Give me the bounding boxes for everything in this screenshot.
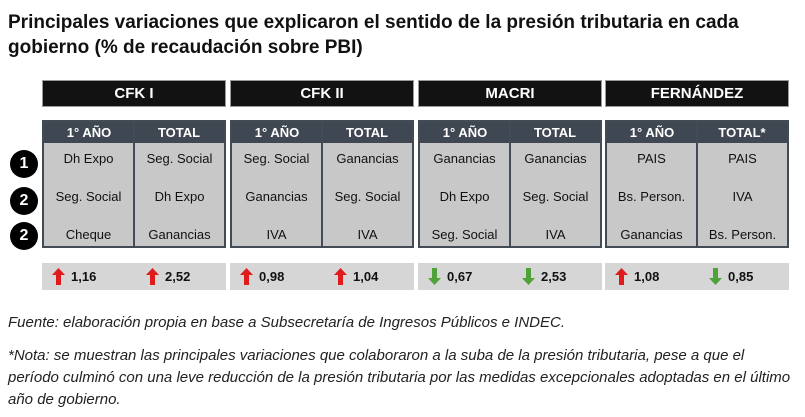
government-header: FERNÁNDEZ [605,80,789,107]
government-header: MACRI [418,80,602,107]
page-title: Principales variaciones que explicaron e… [8,12,739,58]
change-value: 1,16 [52,263,96,290]
tax-table: 1° AÑO TOTAL* PAIS Bs. Person. Ganancias PAIS… [605,120,789,248]
change-label: 2,52 [165,269,191,284]
table-cell: Dh Expo [439,188,490,204]
arrow-up-icon [146,268,159,285]
table-cell: Ganancias [148,226,211,242]
change-row: 0,98 1,04 [230,263,414,290]
table-cell: Dh Expo [63,150,114,166]
arrow-up-icon [615,268,628,285]
column-header: TOTAL [134,122,224,143]
table-cell: IVA [266,226,287,242]
table-cell: Dh Expo [154,188,205,204]
change-row: 0,67 2,53 [418,263,602,290]
change-label: 0,85 [728,269,754,284]
arrow-down-icon [709,268,722,285]
change-value: 2,52 [146,263,190,290]
rank-badge: 1 [10,150,38,178]
rank-badge: 2 [10,187,38,215]
table-cell: Seg. Social [243,150,310,166]
tax-table: 1° AÑO TOTAL Ganancias Dh Expo Seg. Social Ga… [418,120,602,248]
arrow-down-icon [522,268,535,285]
column-divider [321,122,323,246]
table-cell: Ganancias [524,150,587,166]
change-value: 1,04 [334,263,378,290]
column-divider [696,122,698,246]
table-cell: Seg. Social [431,226,498,242]
change-label: 0,98 [259,269,285,284]
column-header: TOTAL* [697,122,787,143]
change-label: 1,04 [353,269,379,284]
table-cell: Ganancias [245,188,308,204]
table-cell: IVA [357,226,378,242]
change-row: 1,16 2,52 [42,263,226,290]
table-cell: Bs. Person. [708,226,777,242]
change-label: 1,08 [634,269,660,284]
table-cell: Ganancias [620,226,683,242]
table-cell: PAIS [637,150,666,166]
government-header: CFK I [42,80,226,107]
change-value: 0,98 [240,263,284,290]
source-note: Fuente: elaboración propia en base a Sub… [8,314,565,331]
table-cell: Seg. Social [522,188,589,204]
change-label: 1,16 [71,269,97,284]
table-cell: Ganancias [433,150,496,166]
table-cell: Seg. Social [55,188,122,204]
table-cell: Seg. Social [146,150,213,166]
rank-badge: 2 [10,222,38,250]
footnote: *Nota: se muestran las principales varia… [8,347,791,408]
column-header: 1° AÑO [607,122,697,143]
table-cell: Cheque [65,226,112,242]
arrow-up-icon [240,268,253,285]
column-header: 1° AÑO [232,122,322,143]
column-divider [133,122,135,246]
change-label: 2,53 [541,269,567,284]
government-header: CFK II [230,80,414,107]
change-label: 0,67 [447,269,473,284]
change-value: 0,85 [709,263,753,290]
tax-table: 1° AÑO TOTAL Dh Expo Seg. Social Cheque Seg. … [42,120,226,248]
column-header: 1° AÑO [44,122,134,143]
change-value: 1,08 [615,263,659,290]
table-cell: Seg. Social [334,188,401,204]
arrow-up-icon [334,268,347,285]
change-value: 2,53 [522,263,566,290]
table-cell: IVA [732,188,753,204]
arrow-down-icon [428,268,441,285]
table-cell: Ganancias [336,150,399,166]
column-header: TOTAL [322,122,412,143]
change-value: 0,67 [428,263,472,290]
tax-table: 1° AÑO TOTAL Seg. Social Ganancias IVA Gananc… [230,120,414,248]
column-header: TOTAL [510,122,600,143]
column-header: 1° AÑO [420,122,510,143]
table-cell: IVA [545,226,566,242]
table-cell: PAIS [728,150,757,166]
change-row: 1,08 0,85 [605,263,789,290]
arrow-up-icon [52,268,65,285]
table-cell: Bs. Person. [617,188,686,204]
column-divider [509,122,511,246]
